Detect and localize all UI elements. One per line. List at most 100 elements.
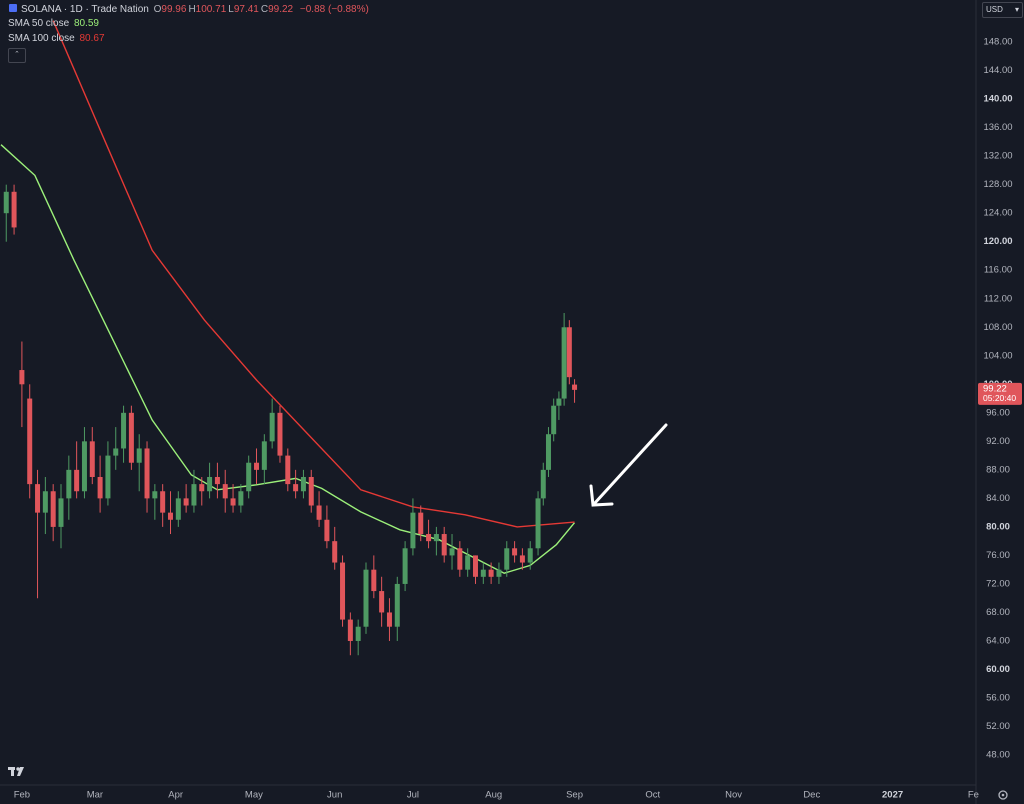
header: SOLANA · 1D · Trade Nation O99.96 H100.71… [8, 3, 371, 15]
y-tick-label: 88.00 [986, 464, 1010, 475]
price-tag-value: 99.22 [983, 383, 1007, 394]
candle-body [199, 484, 205, 492]
candle-body [42, 491, 48, 513]
candle-body [480, 569, 486, 577]
y-tick-label: 144.00 [983, 65, 1012, 76]
candle-body [167, 512, 173, 520]
y-tick-label: 72.00 [986, 578, 1010, 589]
y-tick-label: 60.00 [986, 664, 1010, 675]
candle-body [441, 534, 447, 556]
x-tick-label: Jul [407, 790, 419, 801]
legend-sma100: SMA 100 close 80.67 [8, 33, 107, 44]
y-tick-label: 108.00 [983, 322, 1012, 333]
candle-body [50, 491, 56, 527]
candle-body [136, 448, 142, 463]
x-tick-label: Sep [566, 790, 583, 801]
candle-body [58, 498, 64, 527]
candle-body [246, 462, 252, 492]
candle-body [535, 498, 541, 549]
countdown: 05:20:40 [983, 393, 1016, 403]
x-tick-label: Fe [968, 790, 979, 801]
candle-body [238, 491, 244, 506]
candle-body [152, 491, 158, 499]
y-tick-label: 140.00 [983, 94, 1012, 105]
y-tick-label: 52.00 [986, 721, 1010, 732]
candle-body [19, 370, 25, 385]
candle-body [74, 469, 80, 492]
y-tick-label: 84.00 [986, 493, 1010, 504]
candle-body [66, 469, 72, 499]
x-tick-label: 2027 [882, 790, 903, 801]
y-tick-label: 80.00 [986, 521, 1010, 532]
y-tick-label: 120.00 [983, 236, 1012, 247]
candle-body [89, 441, 95, 477]
candle-body [472, 555, 478, 577]
y-tick-label: 68.00 [986, 607, 1010, 618]
candle-body [128, 412, 134, 463]
y-tick-label: 92.00 [986, 436, 1010, 447]
x-tick-label: May [245, 790, 263, 801]
ohlc-prefix: L [228, 4, 234, 15]
candle-body [457, 548, 463, 570]
candle-body [449, 548, 455, 556]
logo [8, 767, 24, 776]
candle-body [11, 191, 17, 228]
ohlc-prefix: O [153, 4, 162, 15]
candle-body [222, 484, 228, 499]
candle-body [183, 498, 189, 506]
candle-body [556, 398, 562, 406]
candle-body [355, 626, 361, 641]
y-tick-label: 104.00 [983, 350, 1012, 361]
settings-icon[interactable] [998, 790, 1008, 800]
symbol-icon [9, 4, 17, 12]
candle-body [540, 469, 546, 499]
candle-body [160, 491, 166, 513]
candle-body [347, 619, 353, 641]
legend-value: 80.67 [79, 33, 105, 44]
candle-body [572, 384, 578, 390]
x-tick-label: Nov [725, 790, 742, 801]
candle-body [332, 541, 338, 563]
candle-body [121, 412, 127, 449]
y-tick-label: 76.00 [986, 550, 1010, 561]
y-tick-label: 112.00 [984, 293, 1012, 304]
symbol-title: SOLANA · 1D · Trade Nation [21, 4, 149, 15]
plot-area [0, 20, 578, 656]
x-tick-label: Feb [14, 790, 30, 801]
candle-body [214, 476, 220, 485]
candle-body [340, 562, 346, 620]
ohlc-prefix: H [188, 4, 196, 15]
currency-select[interactable]: USD ▾ [982, 2, 1023, 18]
ohlc-value: 99.22 [268, 4, 294, 15]
candle-body [97, 476, 103, 499]
candle-body [300, 476, 306, 492]
ohlc-values: O99.96 H100.71 L97.41 C99.22 [154, 4, 296, 15]
collapse-button[interactable]: ˆ [8, 48, 26, 63]
sma-line [52, 20, 575, 528]
candle-body [379, 591, 385, 613]
candle-body [433, 534, 439, 542]
candle-body [465, 555, 471, 570]
y-tick-label: 124.00 [983, 208, 1012, 219]
y-tick-label: 136.00 [983, 122, 1012, 133]
candle-body [230, 498, 236, 506]
candle-body [316, 505, 322, 520]
candle-body [519, 555, 525, 563]
legend-label: SMA 50 close [8, 18, 70, 29]
candle-body [254, 462, 260, 470]
y-tick-label: 96.00 [986, 407, 1010, 418]
candle-body [363, 569, 369, 627]
y-tick-label: 64.00 [986, 635, 1010, 646]
candle-body [410, 512, 416, 549]
x-tick-label: Dec [803, 790, 820, 801]
candle-body [527, 548, 533, 563]
candle-body [496, 569, 502, 577]
candle-body [386, 612, 392, 627]
legend-label: SMA 100 close [8, 33, 75, 44]
candle-body [418, 512, 424, 535]
candle-body [27, 398, 33, 485]
change: −0.88 (−0.88%) [299, 4, 369, 15]
candle-body [566, 327, 572, 378]
